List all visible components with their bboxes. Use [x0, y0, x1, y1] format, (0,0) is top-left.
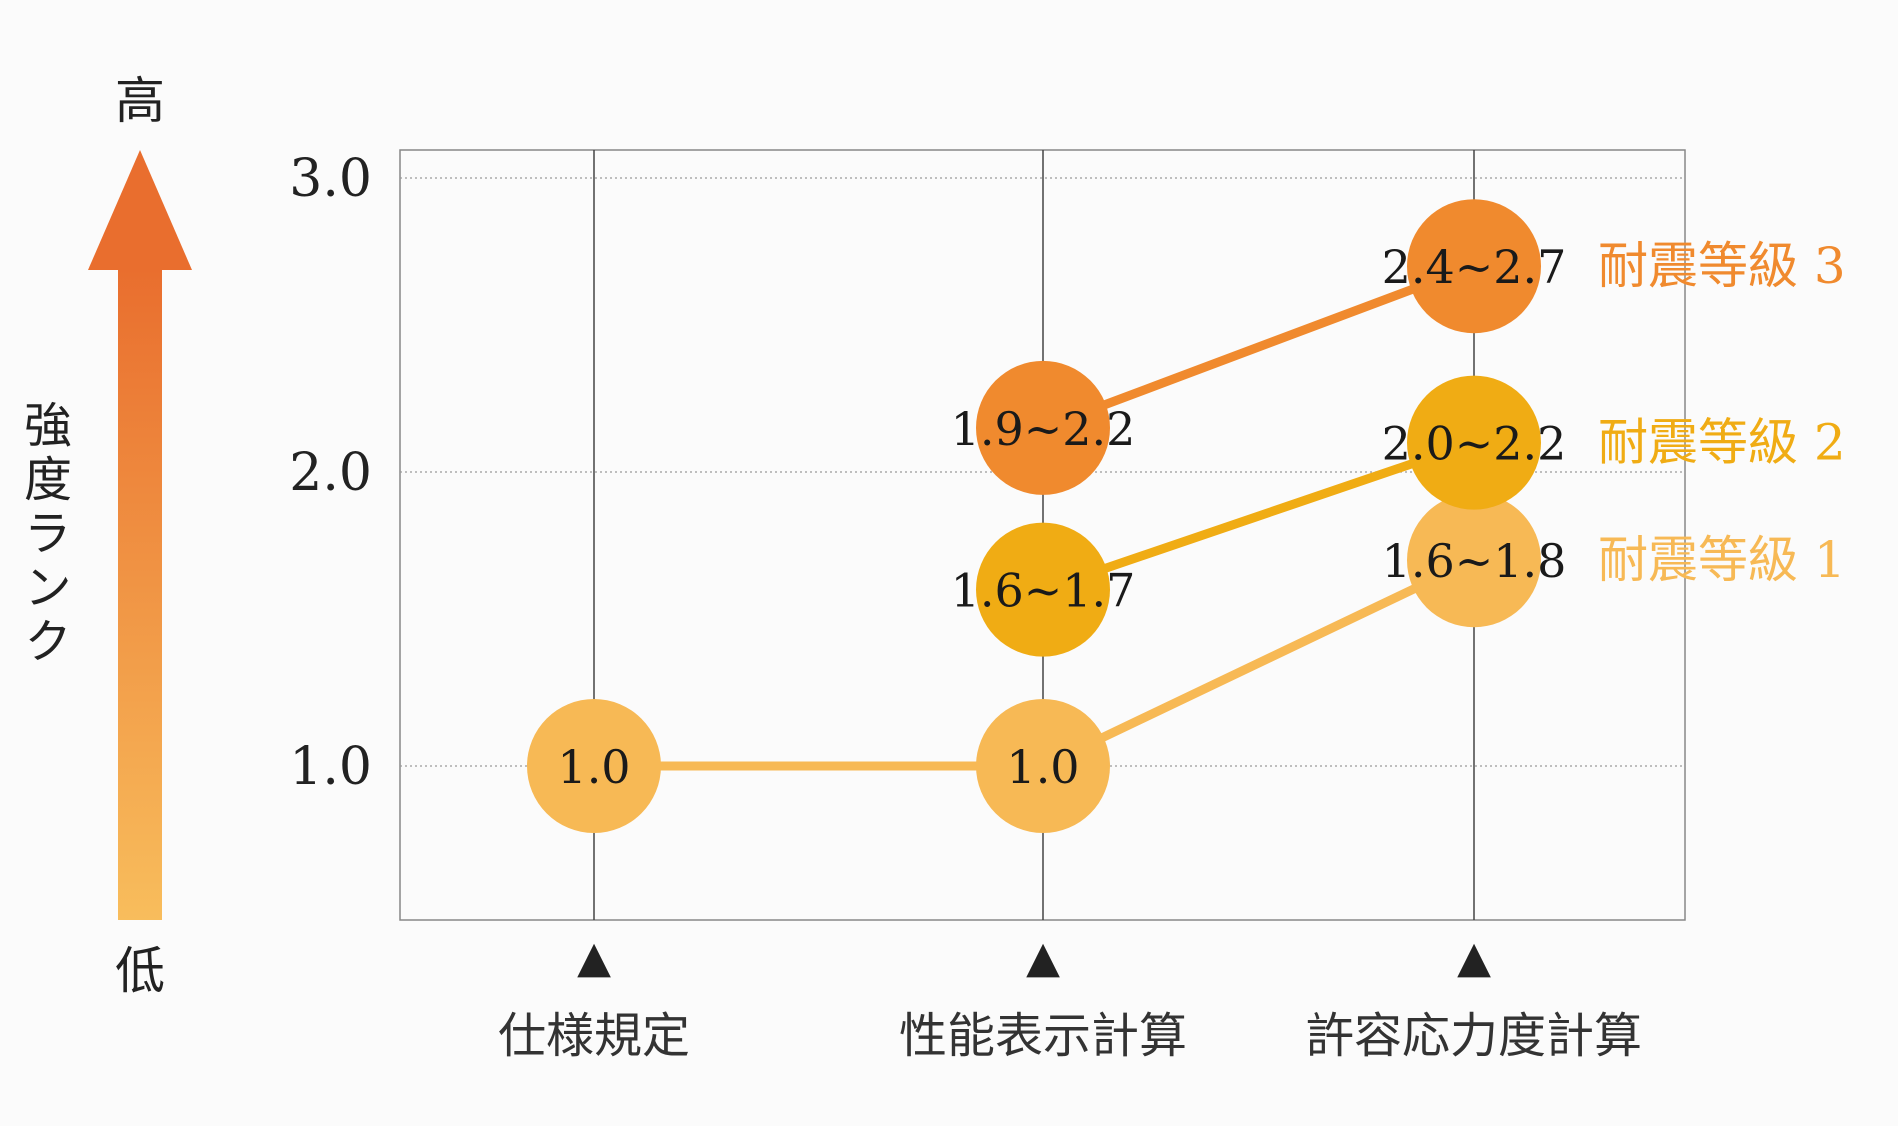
strength-arrow-head — [88, 150, 192, 270]
strength-arrow-shaft — [118, 268, 162, 920]
series-line — [1038, 555, 1479, 771]
data-label: 2.0~2.2 — [1382, 417, 1567, 471]
data-label: 2.4~2.7 — [1382, 240, 1567, 294]
series-line — [1038, 261, 1479, 433]
data-point — [1407, 199, 1541, 334]
x-tick-label: 仕様規定 — [498, 1008, 690, 1064]
category-marker: ▲ — [1457, 932, 1491, 983]
y-tick-label: 1.0 — [289, 737, 372, 797]
y-high-label: 高 — [115, 72, 165, 130]
data-point — [1407, 375, 1541, 510]
data-label: 1.6~1.7 — [951, 564, 1136, 618]
y-tick-label: 3.0 — [289, 149, 372, 209]
data-label: 1.6~1.8 — [1382, 534, 1567, 588]
data-label: 1.9~2.2 — [951, 402, 1136, 456]
y-axis-label: 強度ランク — [15, 400, 71, 670]
data-point — [976, 360, 1110, 495]
x-tick-label: 性能表示計算 — [899, 1008, 1187, 1064]
data-point — [976, 699, 1110, 833]
data-point — [976, 522, 1110, 657]
data-point — [1407, 493, 1541, 628]
y-tick-label: 2.0 — [289, 443, 372, 503]
category-marker: ▲ — [1026, 932, 1060, 983]
category-marker: ▲ — [577, 932, 611, 983]
y-low-label: 低 — [115, 942, 165, 1000]
legend-entry: 耐震等級 3 — [1598, 237, 1846, 295]
series-line — [1038, 438, 1479, 595]
x-tick-label: 許容応力度計算 — [1306, 1008, 1642, 1064]
data-point — [527, 699, 661, 833]
data-label: 1.0 — [557, 740, 630, 794]
legend-entry: 耐震等級 2 — [1598, 414, 1846, 472]
data-label: 1.0 — [1006, 740, 1079, 794]
legend-entry: 耐震等級 1 — [1598, 531, 1846, 589]
